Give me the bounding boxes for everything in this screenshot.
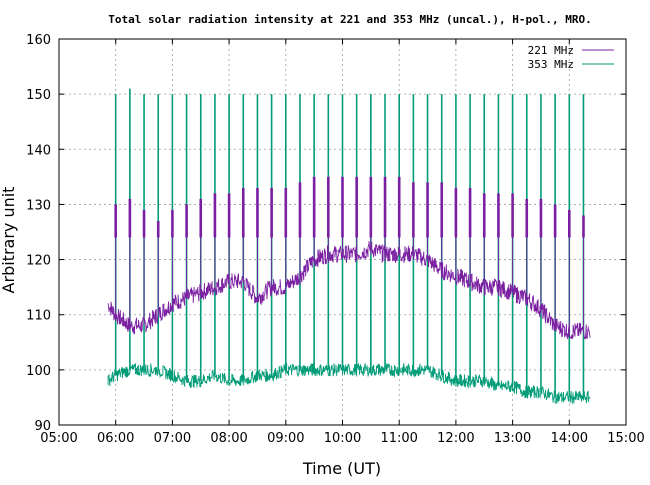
spike-block-221mhz — [553, 204, 557, 238]
spike-block-221mhz — [256, 187, 259, 238]
spike-block-221mhz — [369, 176, 373, 238]
spike-block-221mhz — [156, 220, 160, 238]
x-tick-label: 15:00 — [607, 431, 644, 446]
x-axis-label: Time (UT) — [302, 459, 381, 478]
legend-label-221: 221 MHz — [528, 44, 574, 57]
y-tick-label: 140 — [26, 143, 51, 158]
legend: 221 MHz 353 MHz — [528, 44, 614, 71]
spike-block-221mhz — [185, 204, 188, 238]
y-tick-label: 160 — [26, 33, 51, 48]
spike-block-221mhz — [426, 182, 429, 238]
spike-block-221mhz — [241, 187, 245, 238]
spike-block-221mhz — [497, 193, 500, 238]
x-tick-label: 05:00 — [40, 431, 77, 446]
x-tick-label: 08:00 — [210, 431, 247, 446]
x-tick-label: 10:00 — [324, 431, 361, 446]
series-221mhz — [107, 176, 591, 340]
x-tick-label: 14:00 — [551, 431, 588, 446]
chart-title: Total solar radiation intensity at 221 a… — [108, 13, 591, 26]
spike-block-221mhz — [312, 176, 316, 238]
spike-block-221mhz — [397, 176, 401, 238]
spike-block-221mhz — [327, 176, 330, 238]
y-tick-label: 100 — [26, 364, 51, 379]
x-tick-label: 12:00 — [437, 431, 474, 446]
spike-block-221mhz — [468, 187, 472, 238]
series-layer — [107, 88, 591, 405]
x-tick-label: 06:00 — [97, 431, 134, 446]
spike-block-221mhz — [568, 209, 571, 238]
spike-block-221mhz — [383, 176, 387, 238]
spike-block-221mhz — [539, 198, 543, 238]
spike-block-221mhz — [284, 187, 288, 238]
trace-353mhz — [107, 362, 591, 405]
spike-block-221mhz — [128, 198, 132, 238]
y-tick-label: 150 — [26, 88, 51, 103]
spike-block-221mhz — [454, 187, 458, 238]
y-tick-label: 130 — [26, 198, 51, 213]
spike-block-221mhz — [582, 215, 585, 238]
trace-221mhz — [107, 241, 591, 340]
spike-block-221mhz — [525, 198, 529, 238]
spike-block-221mhz — [114, 204, 117, 238]
y-tick-label: 110 — [26, 309, 51, 324]
x-tick-label: 11:00 — [380, 431, 417, 446]
spike-block-221mhz — [213, 193, 217, 238]
y-axis-label: Arbitrary unit — [0, 187, 18, 294]
spike-block-221mhz — [270, 187, 273, 238]
legend-label-353: 353 MHz — [528, 58, 574, 71]
spike-block-221mhz — [341, 176, 344, 238]
spike-block-221mhz — [355, 176, 358, 238]
x-tick-label: 09:00 — [267, 431, 304, 446]
spike-block-221mhz — [511, 193, 514, 238]
spike-block-221mhz — [199, 198, 203, 238]
spike-block-221mhz — [142, 209, 146, 238]
spike-block-221mhz — [298, 182, 302, 238]
spike-block-221mhz — [482, 193, 486, 238]
spike-block-221mhz — [440, 182, 444, 238]
y-tick-label: 90 — [34, 419, 51, 434]
x-tick-label: 13:00 — [494, 431, 531, 446]
x-tick-label: 07:00 — [154, 431, 191, 446]
spike-block-221mhz — [171, 209, 174, 238]
spike-block-221mhz — [412, 182, 415, 238]
spike-block-221mhz — [227, 193, 231, 238]
y-tick-label: 120 — [26, 254, 51, 269]
ticks: 05:00 06:00 07:00 08:00 09:00 10:00 11:00 12:00… — [26, 33, 645, 446]
